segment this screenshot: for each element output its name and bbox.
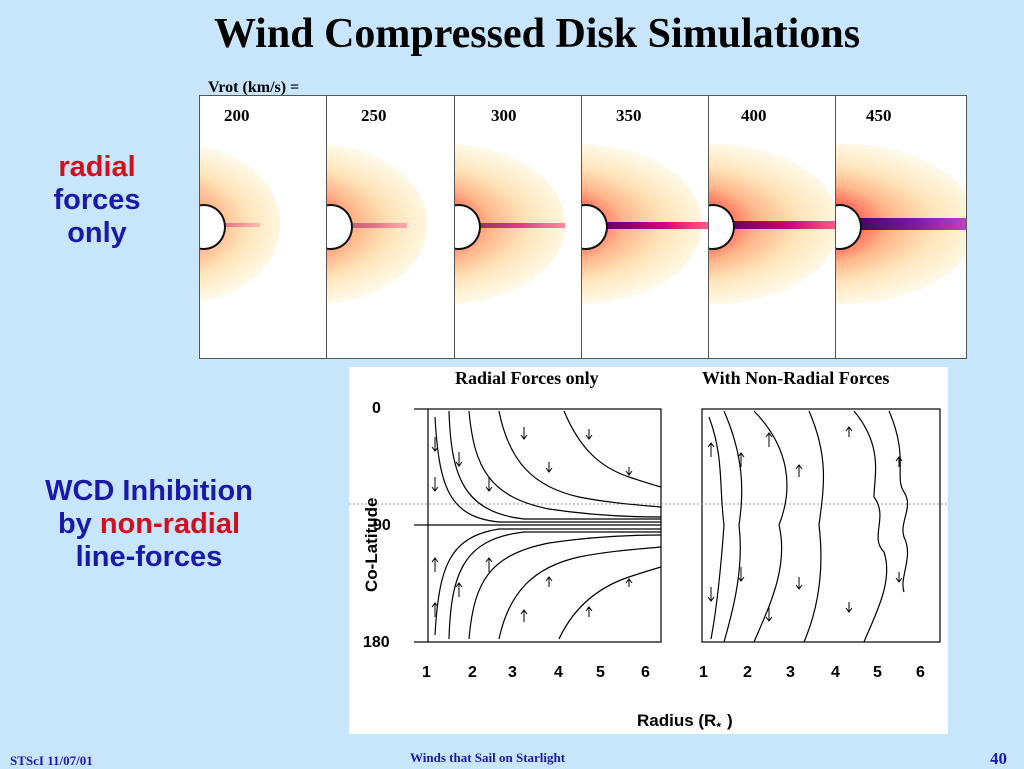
footer-date: STScI 11/07/01 — [10, 753, 93, 768]
x-axis-label: Radius (R*) — [637, 711, 733, 734]
disk-band — [836, 218, 966, 230]
x-tick: 5 — [873, 664, 882, 681]
vrot-value: 350 — [616, 106, 642, 125]
streamline-plot-figure: text { font-family: "Liberation Sans", s… — [349, 367, 948, 734]
sim-panel-200: 200 — [200, 96, 327, 358]
right-panel-x-ticks: 1 2 3 4 5 6 — [699, 664, 925, 681]
sim-panel-300: 300 — [455, 96, 582, 358]
y-tick-180: 180 — [363, 634, 390, 651]
label-line-forces: line-forces — [75, 540, 223, 573]
x-axis-label-subscript: * — [716, 720, 721, 734]
label-word-radial: radial — [58, 151, 136, 183]
streamline-plots: text { font-family: "Liberation Sans", s… — [349, 368, 948, 734]
label-line-wcd: WCD Inhibition — [45, 475, 253, 507]
right-panel-frame — [701, 408, 941, 643]
sim-panel-250: 250 — [327, 96, 455, 358]
y-tick-0: 0 — [372, 400, 381, 417]
x-tick: 2 — [743, 664, 752, 681]
x-tick: 4 — [554, 664, 563, 681]
left-panel-streamlines — [428, 410, 662, 640]
disk-band — [327, 223, 407, 228]
label-line-by-nonradial: by non-radial — [14, 508, 284, 541]
page-number: 40 — [990, 749, 1007, 768]
slide-title: Wind Compressed Disk Simulations — [213, 11, 861, 57]
disk-band — [709, 221, 835, 229]
label-radial-forces-only: radial forces only — [22, 151, 172, 249]
vrot-value: 300 — [491, 106, 517, 125]
sim-panel-400: 400 — [709, 96, 836, 358]
simulation-strip: 200 250 300 350 400 450 — [199, 95, 967, 359]
sim-panel-350: 350 — [582, 96, 709, 358]
right-panel-title: With Non-Radial Forces — [702, 368, 889, 388]
sim-panel-450: 450 — [836, 96, 966, 358]
x-axis-label-text: Radius (R — [637, 711, 716, 730]
left-panel-x-ticks: 1 2 3 4 5 6 — [422, 664, 650, 681]
y-axis-label: Co-Latitude — [362, 498, 381, 592]
x-tick: 4 — [831, 664, 840, 681]
vrot-value: 250 — [361, 106, 387, 125]
vrot-value: 200 — [224, 106, 250, 125]
vrot-value: 450 — [866, 106, 892, 125]
x-tick: 5 — [596, 664, 605, 681]
x-tick: 3 — [786, 664, 795, 681]
right-panel-streamlines — [708, 410, 909, 643]
vrot-label: Vrot (km/s) = — [208, 79, 300, 96]
label-word-by: by — [57, 507, 92, 540]
x-tick: 1 — [422, 664, 431, 681]
x-tick: 6 — [916, 664, 925, 681]
x-axis-label-close: ) — [727, 711, 733, 730]
left-panel-arrows — [431, 427, 633, 622]
disk-band — [582, 222, 708, 229]
y-tick-90: 90 — [373, 517, 391, 534]
disk-band — [455, 223, 565, 228]
x-tick: 2 — [468, 664, 477, 681]
label-word-forces: forces — [53, 183, 141, 216]
label-word-only: only — [67, 216, 127, 249]
x-tick: 1 — [699, 664, 708, 681]
right-panel-arrows — [707, 426, 903, 622]
disk-band — [200, 223, 260, 227]
x-tick: 6 — [641, 664, 650, 681]
label-word-non-radial: non-radial — [99, 507, 241, 540]
vrot-value: 400 — [741, 106, 767, 125]
label-wcd-inhibition: WCD Inhibition by non-radial line-forces — [14, 475, 284, 573]
footer-title: Winds that Sail on Starlight — [410, 750, 566, 765]
left-panel-title: Radial Forces only — [455, 368, 599, 388]
x-tick: 3 — [508, 664, 517, 681]
